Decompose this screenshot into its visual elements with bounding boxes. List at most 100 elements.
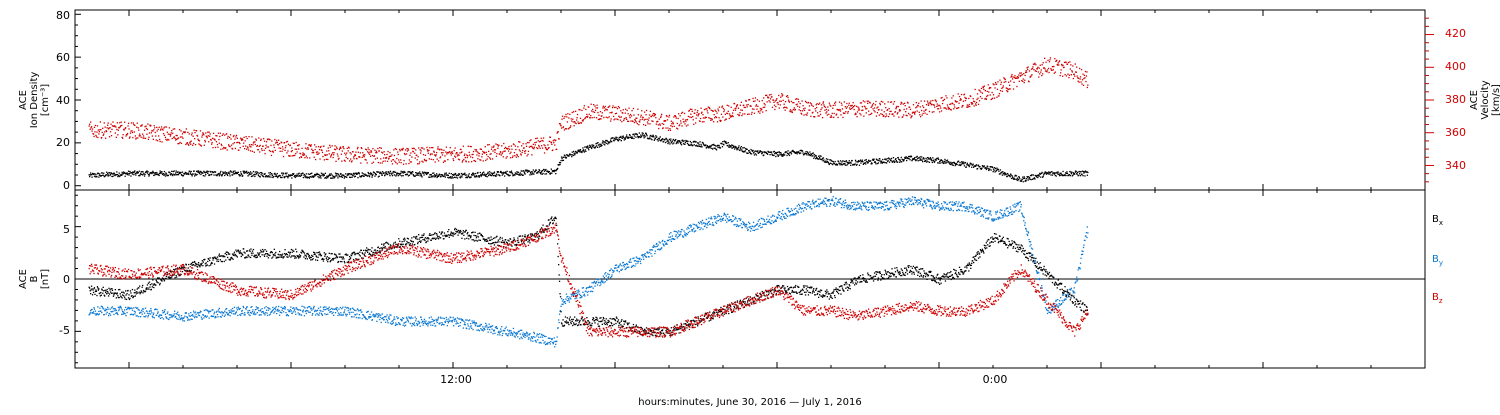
velocity-point	[920, 106, 921, 107]
velocity-point	[408, 163, 409, 164]
velocity-point	[1061, 69, 1062, 70]
velocity-point	[773, 99, 774, 100]
velocity-point	[1023, 78, 1024, 79]
velocity-point	[1016, 78, 1017, 79]
density-point	[194, 175, 195, 176]
by-point	[427, 325, 428, 326]
by-point	[356, 317, 357, 318]
density-point	[213, 174, 214, 175]
velocity-point	[232, 143, 233, 144]
velocity-point	[511, 145, 512, 146]
density-point	[96, 176, 97, 177]
density-point	[916, 159, 917, 160]
by-point	[133, 314, 134, 315]
velocity-point	[136, 137, 137, 138]
velocity-point	[1035, 64, 1036, 65]
velocity-point	[356, 158, 357, 159]
velocity-point	[319, 149, 320, 150]
velocity-point	[140, 135, 141, 136]
velocity-point	[1077, 75, 1078, 76]
by-point	[383, 317, 384, 318]
by-point	[109, 309, 110, 310]
velocity-point	[273, 144, 274, 145]
velocity-point	[463, 159, 464, 160]
velocity-point	[171, 132, 172, 133]
by-point	[194, 317, 195, 318]
density-point	[545, 169, 546, 170]
velocity-point	[583, 119, 584, 120]
density-point	[99, 173, 100, 174]
velocity-point	[131, 130, 132, 131]
by-point	[229, 315, 230, 316]
velocity-point	[218, 139, 219, 140]
density-point	[155, 172, 156, 173]
density-point	[1002, 175, 1003, 176]
velocity-point	[923, 113, 924, 114]
velocity-point	[488, 151, 489, 152]
velocity-point	[848, 105, 849, 106]
by-point	[411, 317, 412, 318]
by-point	[270, 313, 271, 314]
density-point	[148, 175, 149, 176]
velocity-point	[122, 138, 123, 139]
velocity-point	[638, 124, 639, 125]
density-point	[200, 174, 201, 175]
velocity-point	[752, 98, 753, 99]
velocity-point	[157, 130, 158, 131]
by-point	[251, 306, 252, 307]
velocity-point	[524, 147, 525, 148]
velocity-point	[1050, 68, 1051, 69]
velocity-point	[527, 142, 528, 143]
density-point	[756, 154, 757, 155]
velocity-point	[473, 151, 474, 152]
density-point	[813, 152, 814, 153]
velocity-point	[160, 141, 161, 142]
density-point	[449, 173, 450, 174]
density-point	[277, 173, 278, 174]
by-point	[182, 320, 183, 321]
velocity-point	[628, 113, 629, 114]
by-point	[416, 318, 417, 319]
velocity-point	[759, 113, 760, 114]
velocity-point	[281, 151, 282, 152]
velocity-point	[979, 90, 980, 91]
velocity-point	[645, 125, 646, 126]
velocity-point	[573, 121, 574, 122]
velocity-point	[992, 98, 993, 99]
density-point	[523, 175, 524, 176]
density-point	[739, 150, 740, 151]
density-point	[973, 164, 974, 165]
velocity-point	[280, 151, 281, 152]
density-point	[715, 145, 716, 146]
by-point	[403, 318, 404, 319]
velocity-point	[479, 153, 480, 154]
velocity-point	[281, 142, 282, 143]
by-point	[94, 309, 95, 310]
velocity-point	[1047, 60, 1048, 61]
velocity-point	[903, 103, 904, 104]
density-point	[451, 173, 452, 174]
density-point	[332, 177, 333, 178]
density-point	[637, 134, 638, 135]
density-point	[488, 175, 489, 176]
velocity-point	[419, 163, 420, 164]
density-point	[819, 158, 820, 159]
velocity-point	[284, 150, 285, 151]
velocity-point	[1081, 83, 1082, 84]
velocity-point	[755, 97, 756, 98]
velocity-point	[1082, 74, 1083, 75]
velocity-point	[405, 163, 406, 164]
density-point	[1042, 172, 1043, 173]
by-point	[320, 306, 321, 307]
velocity-point	[857, 111, 858, 112]
by-point	[213, 313, 214, 314]
by-point	[387, 322, 388, 323]
by-point	[436, 319, 437, 320]
velocity-point	[562, 116, 563, 117]
velocity-point	[97, 137, 98, 138]
velocity-point	[967, 107, 968, 108]
by-point	[100, 310, 101, 311]
velocity-point	[950, 103, 951, 104]
density-point	[963, 163, 964, 164]
velocity-point	[229, 146, 230, 147]
